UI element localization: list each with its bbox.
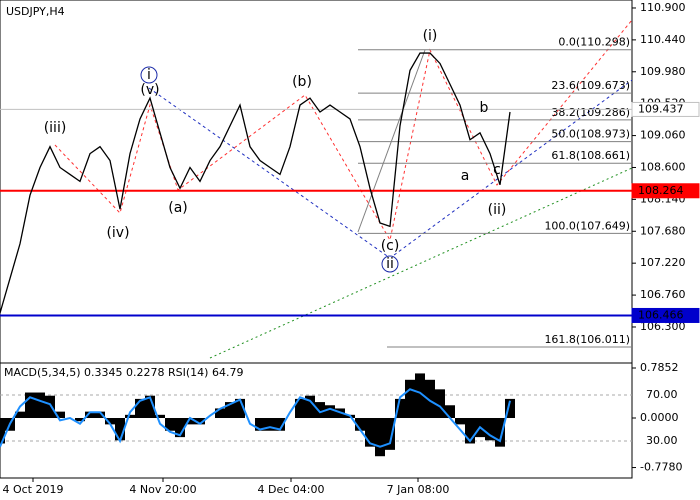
wave-label: (iv) — [106, 225, 129, 241]
macd-bar — [125, 414, 135, 419]
y-tick-label: -0.7780 — [640, 461, 682, 474]
fib-label: 100.0(107.649) — [544, 219, 630, 232]
x-tick-label: 7 Jan 08:00 — [387, 483, 450, 496]
macd-bar — [195, 418, 205, 425]
wave-label: (i) — [423, 28, 438, 44]
fib-label: 61.8(108.661) — [551, 149, 630, 162]
macd-bar — [455, 418, 465, 425]
y-tick-label: 110.900 — [640, 1, 686, 14]
fib-label: 50.0(108.973) — [551, 128, 630, 141]
macd-bar — [225, 402, 235, 419]
macd-bar — [45, 395, 55, 419]
macd-bar — [135, 398, 145, 419]
wave-label: c — [493, 162, 501, 178]
price-tag — [631, 101, 700, 117]
plot-frame — [0, 0, 633, 479]
macd-bar — [375, 418, 385, 457]
fib-label: 0.0(110.298) — [558, 36, 630, 49]
y2-tick-label: 30.00 — [646, 434, 678, 447]
trend-line-green — [209, 167, 633, 359]
macd-bar — [415, 373, 425, 419]
macd-bar — [435, 389, 445, 419]
y-tick-label: 106.300 — [640, 320, 686, 333]
y-tick-label: 107.680 — [640, 224, 686, 237]
macd-bar — [485, 418, 495, 441]
macd-bar — [385, 418, 395, 450]
macd-bar — [425, 379, 435, 419]
price-line — [0, 52, 511, 314]
wave-label: i — [147, 67, 151, 83]
macd-bar — [365, 418, 375, 447]
macd-bar — [75, 418, 85, 422]
y-tick-label: 0.7852 — [640, 361, 679, 374]
wave-label: (ii) — [488, 202, 507, 218]
y-tick-label: 0.0000 — [640, 411, 679, 424]
macd-bar — [255, 418, 265, 431]
wave-circle — [140, 66, 158, 84]
macd-bar — [175, 418, 185, 438]
wave-circle — [381, 255, 399, 273]
wave-label: ii — [386, 256, 394, 272]
fib-label: 38.2(109.286) — [551, 106, 630, 119]
macd-bar — [185, 418, 195, 425]
macd-bar — [145, 395, 155, 419]
wave-label: (v) — [140, 82, 159, 98]
y-tick-label: 109.980 — [640, 65, 686, 78]
wave-label: (a) — [168, 200, 188, 216]
wave-label: b — [480, 100, 489, 116]
macd-bar — [215, 408, 225, 419]
macd-bar — [355, 418, 365, 431]
y-tick-label: 107.220 — [640, 256, 686, 269]
x-tick-label: 4 Nov 20:00 — [129, 483, 196, 496]
x-tick-label: 4 Dec 04:00 — [258, 483, 325, 496]
macd-bar — [315, 402, 325, 419]
price-tag — [631, 183, 700, 199]
wave-label: (iii) — [44, 120, 67, 136]
macd-bar — [155, 414, 165, 419]
macd-bar — [165, 418, 175, 431]
macd-bar — [35, 392, 45, 419]
macd-bar — [115, 418, 125, 441]
fib-diagonal — [357, 49, 426, 233]
macd-bar — [25, 392, 35, 419]
price-tag-label: 106.466 — [638, 308, 684, 321]
y-tick-label: 106.760 — [640, 288, 686, 301]
macd-bar — [305, 395, 315, 419]
macd-bar — [465, 418, 475, 444]
x-tick-label: 4 Oct 2019 — [2, 483, 63, 496]
y-tick-label: 110.440 — [640, 33, 686, 46]
fib-label: 23.6(109.673) — [551, 79, 630, 92]
indicator-title: MACD(5,34,5) 0.3345 0.2278 RSI(14) 64.79 — [4, 366, 243, 379]
macd-bar — [105, 418, 115, 425]
macd-bar — [445, 405, 455, 419]
macd-bar — [265, 418, 275, 431]
rsi-line — [0, 388, 511, 448]
macd-bar — [275, 418, 285, 431]
macd-bar — [95, 411, 105, 419]
macd-bar — [395, 398, 405, 419]
macd-bar — [55, 411, 65, 419]
price-tag — [631, 307, 700, 323]
macd-bar — [235, 398, 245, 419]
wave-label: a — [461, 168, 470, 184]
macd-bar — [325, 405, 335, 419]
macd-bar — [85, 411, 95, 419]
y-tick-label: 108.600 — [640, 160, 686, 173]
macd-bar — [495, 418, 505, 447]
fib-label: 161.8(106.011) — [544, 333, 630, 346]
macd-bar — [505, 398, 515, 419]
price-tag-label: 108.264 — [638, 184, 684, 197]
macd-bar — [295, 398, 305, 419]
price-tag-label: 109.437 — [638, 102, 684, 115]
macd-bar — [405, 379, 415, 419]
wave-label: (b) — [292, 74, 312, 90]
macd-bar — [15, 411, 25, 419]
y-tick-label: 109.060 — [640, 129, 686, 142]
wave-label: (c) — [381, 238, 400, 254]
chart-title: USDJPY,H4 — [6, 5, 65, 18]
y2-tick-label: 70.00 — [646, 388, 678, 401]
macd-bar — [0, 418, 5, 444]
